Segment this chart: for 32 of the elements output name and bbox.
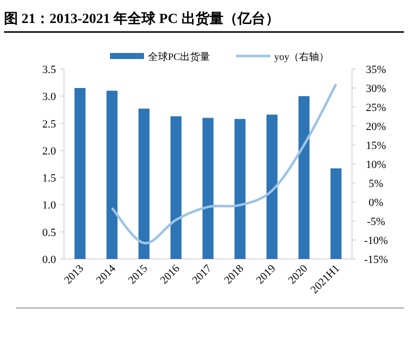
y-tick-label: 0.0 (42, 254, 56, 266)
y-tick-label: 2.0 (42, 145, 56, 158)
y-tick-label: 1.0 (42, 200, 56, 212)
y2-tick-label: 25% (366, 102, 386, 114)
bar (330, 168, 342, 259)
bar (138, 108, 150, 259)
y-tick-label: 0.5 (42, 226, 56, 239)
y-tick-label: 2.5 (42, 118, 56, 130)
y-tick-label: 1.5 (42, 172, 56, 185)
y2-tick-label: 10% (366, 159, 386, 171)
y2-tick-label: 0% (368, 197, 384, 209)
y-tick-label: 3.5 (42, 64, 56, 76)
y-tick-label: 3.0 (42, 91, 56, 104)
bar (298, 96, 310, 259)
y2-tick-label: 15% (366, 140, 386, 152)
y2-tick-label: -15% (364, 254, 388, 266)
bar (106, 90, 118, 259)
bar (266, 114, 278, 259)
bar (202, 118, 214, 259)
bar (234, 118, 246, 259)
legend-label: 全球PC出货量 (148, 51, 210, 63)
bar (74, 88, 86, 259)
y2-tick-label: 35% (366, 64, 386, 76)
y2-tick-label: -5% (366, 216, 386, 228)
legend-label: yoy（右轴） (274, 51, 330, 63)
y2-tick-label: -10% (364, 235, 388, 247)
y2-tick-label: 30% (366, 83, 386, 95)
y2-tick-label: 5% (368, 178, 384, 190)
y2-tick-label: 20% (366, 121, 386, 133)
line-series (110, 82, 338, 244)
chart-title: 图 21：2013-2021 年全球 PC 出货量（亿台） (4, 11, 280, 27)
bar (170, 116, 182, 259)
